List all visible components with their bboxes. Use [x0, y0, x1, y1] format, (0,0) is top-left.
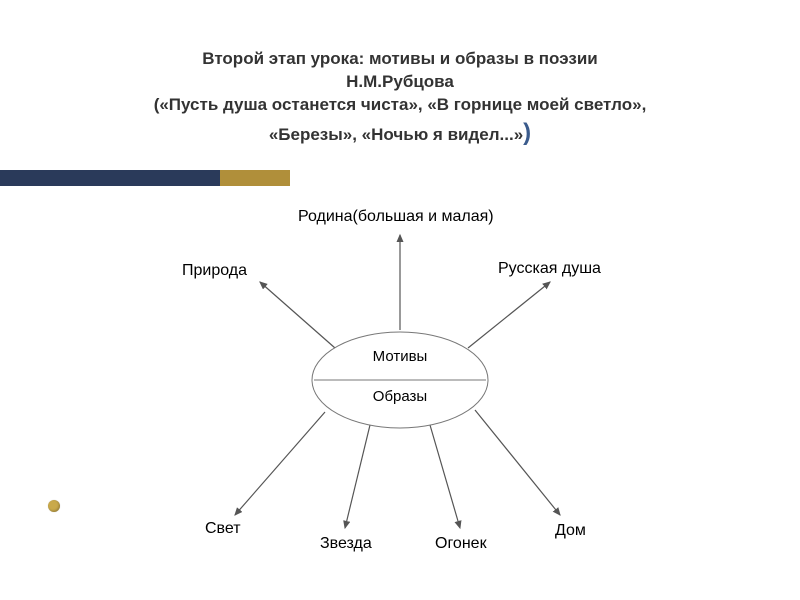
node-label-nature: Природа	[182, 262, 247, 280]
center-upper-label: Мотивы	[310, 348, 490, 365]
banner-dark	[0, 170, 220, 186]
node-label-star: Звезда	[320, 535, 372, 553]
slide-title: Второй этап урока: мотивы и образы в поэ…	[80, 48, 720, 149]
node-label-home: Дом	[555, 522, 586, 540]
title-closing-paren: )	[523, 119, 531, 146]
title-line-4: «Березы», «Ночью я видел...»)	[80, 117, 720, 149]
title-line-3: («Пусть душа останется чиста», «В горниц…	[80, 94, 720, 117]
ellipse-svg	[310, 330, 490, 430]
arrow-star	[345, 425, 370, 528]
node-label-fire: Огонек	[435, 535, 487, 553]
concept-diagram: Мотивы Образы Родина(большая и малая) При…	[0, 200, 800, 580]
title-line-4-text: «Березы», «Ночью я видел...»	[269, 125, 523, 144]
arrow-fire	[430, 425, 460, 528]
title-line-2: Н.М.Рубцова	[80, 71, 720, 94]
center-lower-label: Образы	[310, 388, 490, 405]
title-line-1: Второй этап урока: мотивы и образы в поэ…	[80, 48, 720, 71]
banner-gold	[220, 170, 290, 186]
node-label-top: Родина(большая и малая)	[298, 208, 494, 226]
slide-bullet-icon	[48, 500, 60, 512]
node-label-light: Свет	[205, 520, 241, 538]
node-label-soul: Русская душа	[498, 260, 601, 278]
center-ellipse: Мотивы Образы	[310, 330, 490, 430]
